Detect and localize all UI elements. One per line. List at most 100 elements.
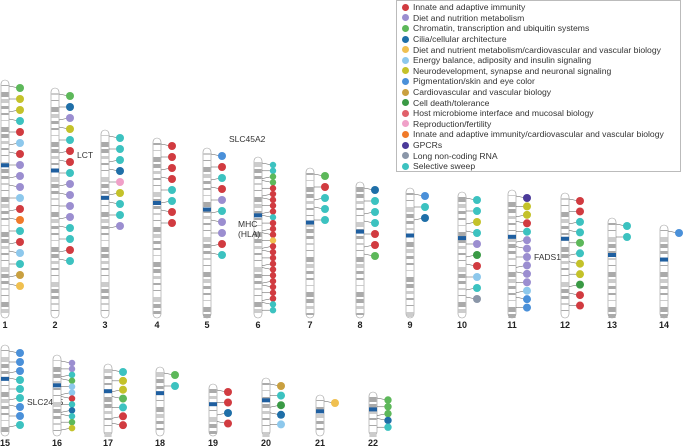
band (203, 286, 211, 289)
chromosome-label: 4 (154, 320, 159, 330)
locus-dot (218, 196, 226, 204)
band (203, 181, 211, 184)
band (1, 120, 9, 121)
band (203, 230, 211, 231)
band (51, 149, 59, 153)
band (508, 209, 516, 213)
band (508, 293, 516, 295)
locus-dot (119, 403, 127, 412)
locus-dot (269, 219, 277, 227)
locus-dot (269, 225, 277, 233)
legend-dot-icon (402, 46, 409, 54)
band (356, 278, 364, 280)
band (104, 432, 112, 437)
locus-dot (277, 410, 285, 419)
band (406, 193, 414, 195)
band (101, 254, 109, 258)
band (458, 218, 466, 220)
legend-label: Innate and adaptive immunity (413, 2, 526, 13)
band (406, 305, 414, 306)
band (101, 303, 109, 305)
band (561, 268, 569, 270)
locus-dot (277, 391, 285, 400)
band (306, 292, 314, 297)
locus-dot (269, 266, 277, 273)
band (306, 250, 314, 251)
band (101, 247, 109, 252)
locus-dot (576, 280, 584, 289)
band (458, 239, 466, 243)
band (458, 295, 466, 296)
band (508, 272, 516, 277)
chromosome-label: 19 (208, 438, 218, 448)
band (1, 190, 9, 191)
band (508, 216, 516, 219)
band (153, 143, 161, 145)
gene-label: SLC45A2 (229, 134, 266, 144)
band (262, 411, 270, 414)
locus-dot (16, 216, 24, 224)
band (316, 400, 324, 401)
band (561, 303, 569, 305)
locus-dot (68, 377, 76, 385)
band (458, 204, 466, 208)
band (51, 233, 59, 235)
band (369, 404, 377, 408)
band (101, 212, 109, 217)
locus-dot (523, 278, 531, 287)
band (306, 299, 314, 303)
band (356, 201, 364, 204)
band (153, 227, 161, 232)
chromosome-label: 8 (357, 320, 362, 330)
band (51, 310, 59, 311)
band (1, 302, 9, 307)
locus-dot (523, 295, 531, 304)
band (101, 240, 109, 241)
locus-dot (16, 358, 24, 366)
band (458, 274, 466, 278)
band (306, 194, 314, 198)
locus-dot (171, 371, 179, 379)
locus-dot (576, 301, 584, 310)
locus-dot (269, 185, 277, 192)
band (356, 215, 364, 216)
legend-dot-icon (402, 99, 409, 107)
band (51, 205, 59, 206)
band (262, 390, 270, 391)
legend-dot-icon (402, 14, 409, 22)
locus-dot (523, 210, 531, 219)
band (508, 286, 516, 289)
band (1, 392, 9, 397)
legend-label: Neurodevelopment, synapse and neuronal s… (413, 65, 612, 76)
locus-dot (218, 174, 226, 182)
chromosome-2: 2 LCT (50, 87, 93, 330)
legend-dot-icon (402, 141, 409, 149)
legend-label: Cardiovascular and vascular biology (413, 87, 552, 98)
band (254, 183, 262, 185)
band (51, 198, 59, 200)
centromere (51, 168, 59, 173)
chromosome-label: 17 (103, 438, 113, 448)
locus-dot (218, 185, 226, 193)
band (203, 153, 211, 155)
band (104, 369, 112, 373)
band (51, 212, 59, 217)
locus-dot (576, 197, 584, 205)
band (254, 281, 262, 284)
band (561, 310, 569, 311)
band (156, 372, 164, 377)
legend-label: Innate and adaptive immunity/cardiovascu… (413, 129, 664, 140)
band (203, 265, 211, 266)
locus-dot (269, 196, 277, 204)
legend-dot-icon (402, 3, 409, 11)
centromere (458, 236, 466, 241)
locus-dot (269, 306, 277, 314)
band (1, 204, 9, 208)
band (608, 314, 616, 318)
band (153, 297, 161, 302)
band (53, 423, 61, 425)
band (203, 244, 211, 248)
band (608, 230, 616, 231)
band (101, 289, 109, 293)
band (1, 176, 9, 179)
